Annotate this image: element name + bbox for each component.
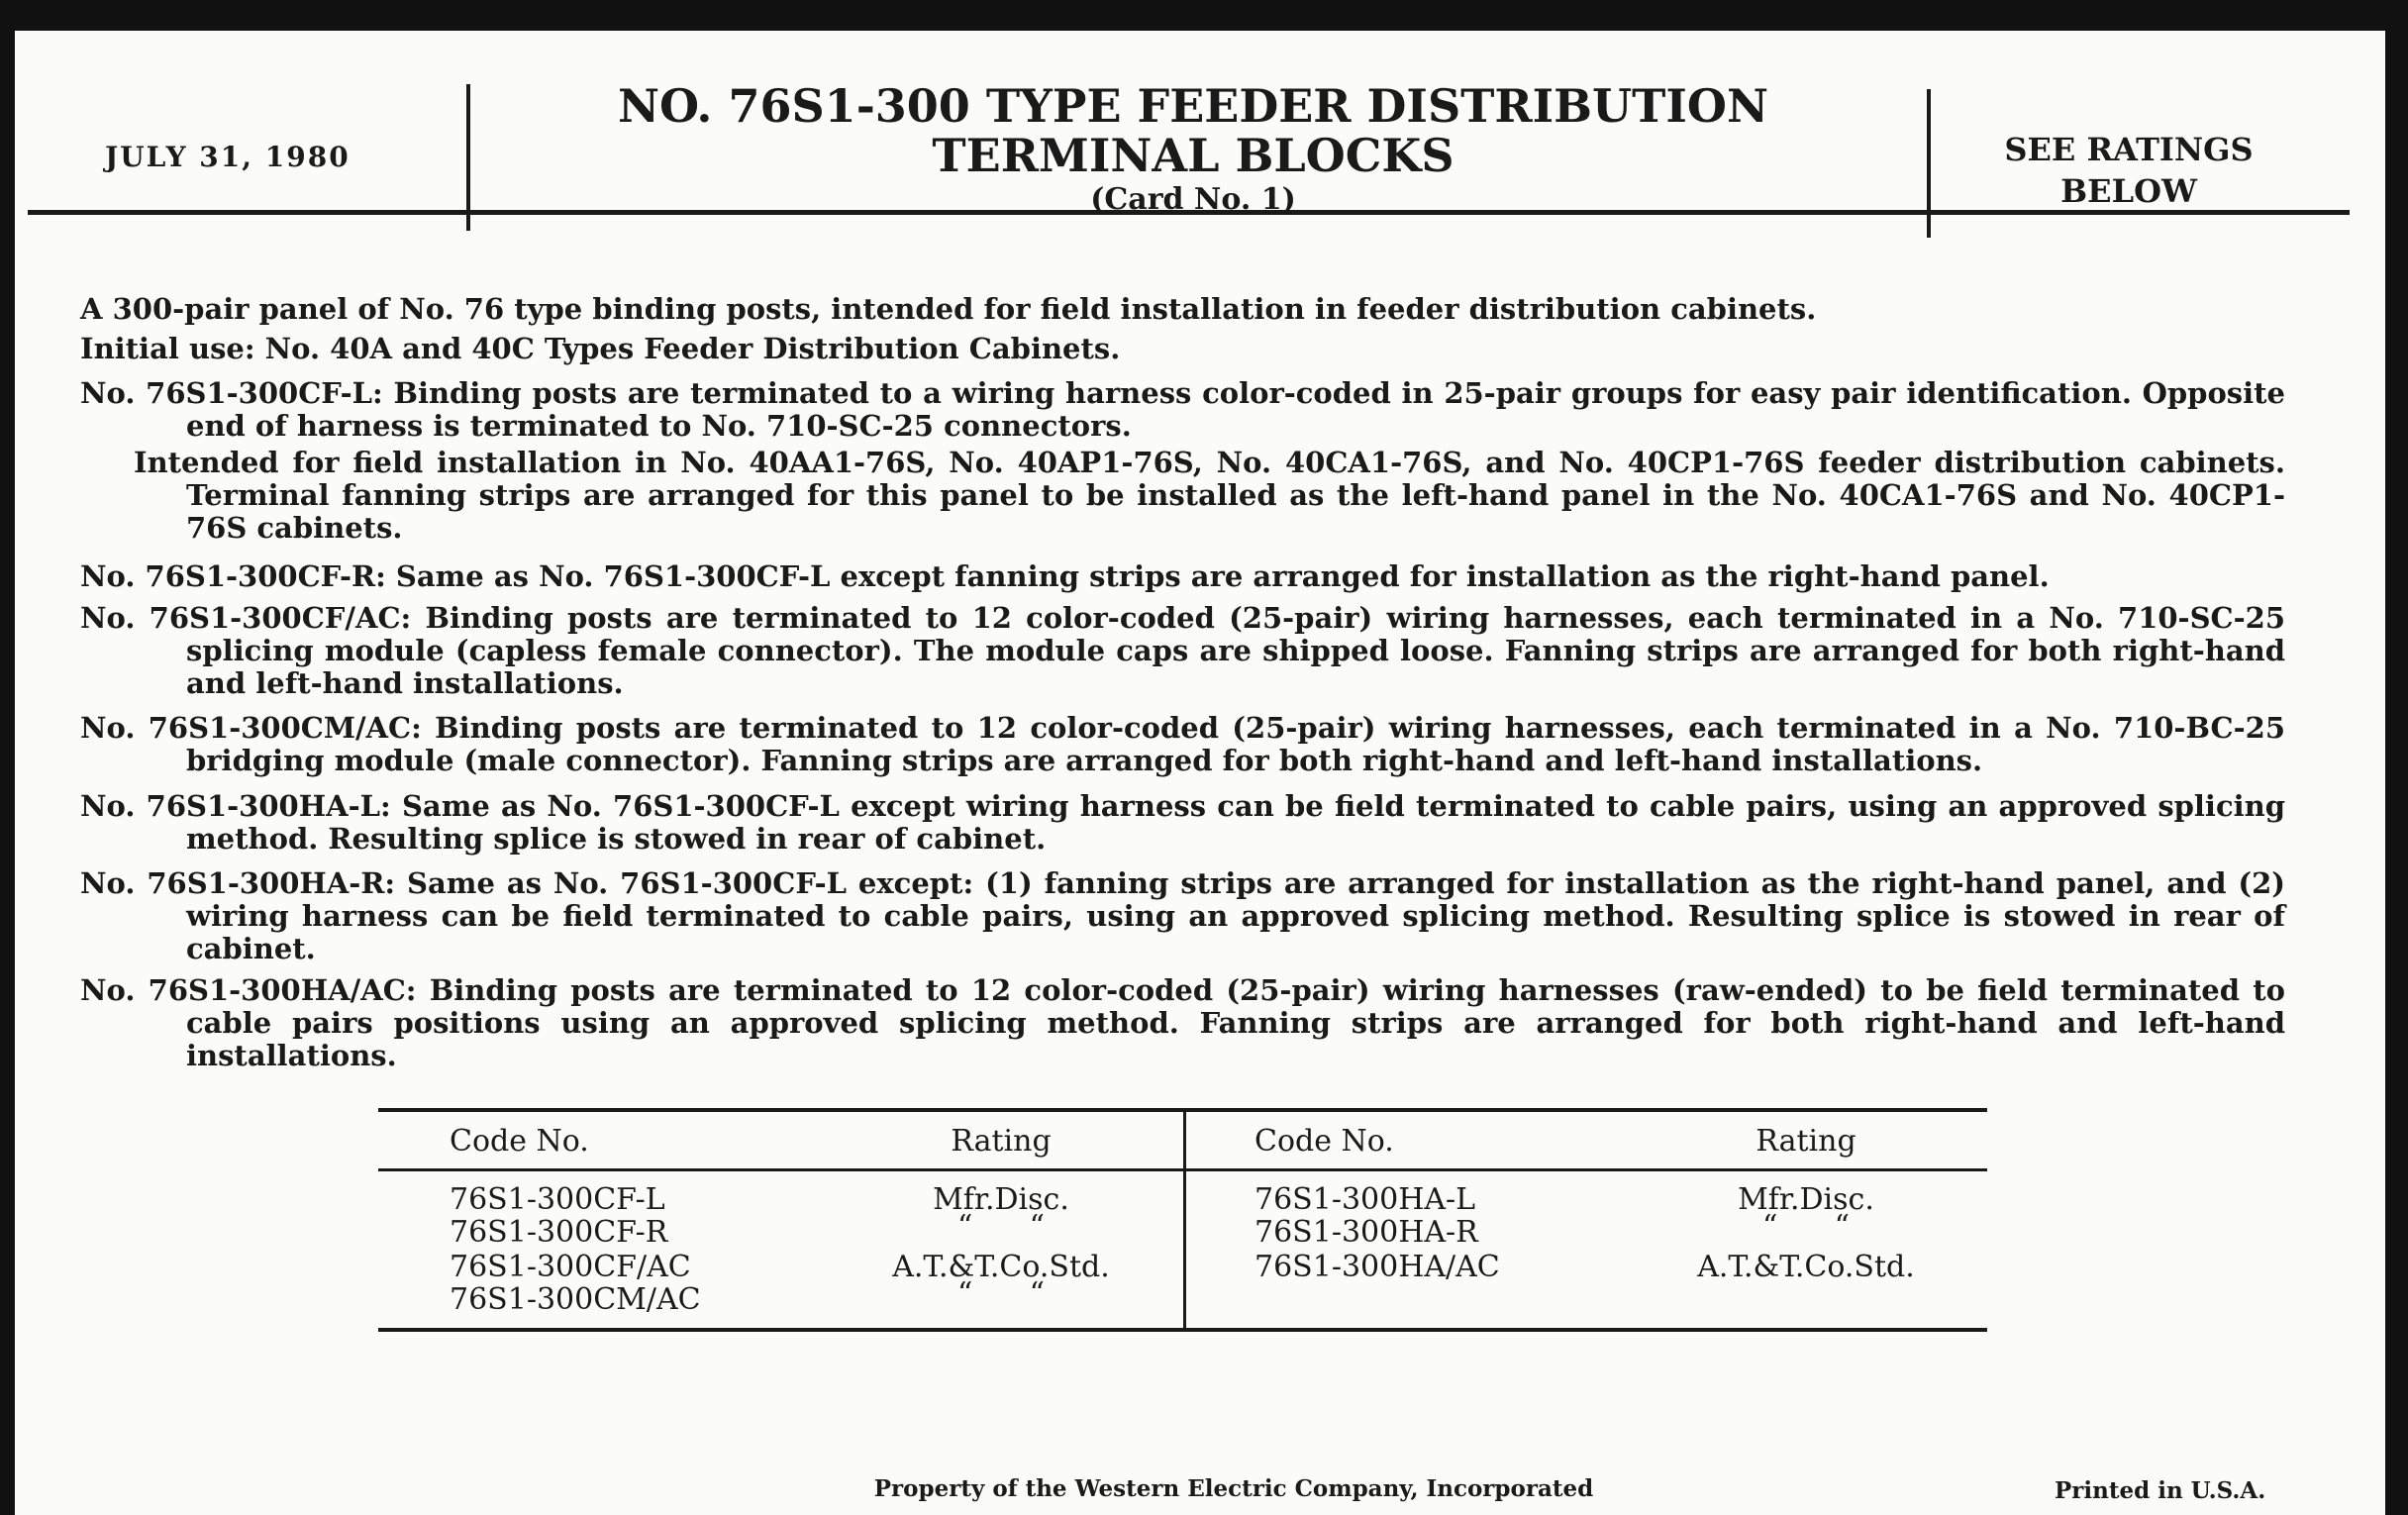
paragraph-intended: Intended for field installation in No. 4… <box>134 446 2285 545</box>
table-top-rule <box>378 1108 1987 1112</box>
table-cell-code: 76S1-300CM/AC <box>450 1282 701 1317</box>
paragraph-cf-r: No. 76S1-300CF-R: Same as No. 76S1-300CF… <box>80 559 2050 593</box>
table-cell-code: 76S1-300HA-R <box>1254 1215 1478 1250</box>
table-cell-code: 76S1-300CF/AC <box>450 1250 691 1284</box>
table-cell-code: 76S1-300CF-R <box>450 1215 668 1250</box>
title-line-1: NO. 76S1-300 TYPE FEEDER DISTRIBUTION <box>618 79 1768 133</box>
footer-property-notice: Property of the Western Electric Company… <box>873 1475 1594 1502</box>
paragraph-ha-r: No. 76S1-300HA-R: Same as No. 76S1-300CF… <box>80 866 2285 965</box>
ratings-line-1: SEE RATINGS <box>2004 131 2254 168</box>
table-cell-rating: A.T.&T.Co.Std. <box>1697 1250 1915 1284</box>
table-cell-rating: “ “ <box>957 1276 1045 1311</box>
see-ratings-note: SEE RATINGS BELOW <box>1931 129 2327 212</box>
paragraph-cf-ac: No. 76S1-300CF/AC: Binding posts are ter… <box>80 601 2285 700</box>
table-header-rating-left: Rating <box>951 1124 1052 1159</box>
table-header-rule <box>378 1168 1987 1171</box>
table-cell-rating: Mfr.Disc. <box>1738 1182 1874 1217</box>
table-header-rating-right: Rating <box>1756 1124 1856 1159</box>
header-divider-right <box>1927 89 1931 238</box>
table-cell-code: 76S1-300HA/AC <box>1254 1250 1500 1284</box>
table-column-divider <box>1183 1108 1186 1332</box>
table-cell-code: 76S1-300CF-L <box>450 1182 665 1217</box>
table-bottom-rule <box>378 1328 1987 1332</box>
ratings-line-2: BELOW <box>2060 172 2197 210</box>
footer-printed-in: Printed in U.S.A. <box>2055 1477 2266 1504</box>
paragraph-ha-ac: No. 76S1-300HA/AC: Binding posts are ter… <box>80 973 2285 1072</box>
header-rule <box>28 210 2350 215</box>
document-page <box>15 31 2385 1515</box>
table-cell-rating: Mfr.Disc. <box>933 1182 1069 1217</box>
paragraph-cf-l: No. 76S1-300CF-L: Binding posts are term… <box>80 376 2285 443</box>
table-cell-rating: “ “ <box>957 1209 1045 1244</box>
table-cell-rating: “ “ <box>1762 1209 1850 1244</box>
page-title: NO. 76S1-300 TYPE FEEDER DISTRIBUTION TE… <box>470 81 1916 220</box>
header-divider-left <box>466 84 470 231</box>
paragraph-initial-use: Initial use: No. 40A and 40C Types Feede… <box>80 332 1121 365</box>
paragraph-ha-l: No. 76S1-300HA-L: Same as No. 76S1-300CF… <box>80 789 2285 856</box>
table-cell-code: 76S1-300HA-L <box>1254 1182 1476 1217</box>
date: JULY 31, 1980 <box>105 141 351 173</box>
table-header-code-right: Code No. <box>1254 1124 1394 1159</box>
paragraph-cm-ac: No. 76S1-300CM/AC: Binding posts are ter… <box>80 711 2285 777</box>
title-line-2: TERMINAL BLOCKS <box>932 129 1455 182</box>
paragraph-intro: A 300-pair panel of No. 76 type binding … <box>80 292 1817 326</box>
table-header-code-left: Code No. <box>450 1124 589 1159</box>
table-cell-rating: A.T.&T.Co.Std. <box>892 1250 1110 1284</box>
